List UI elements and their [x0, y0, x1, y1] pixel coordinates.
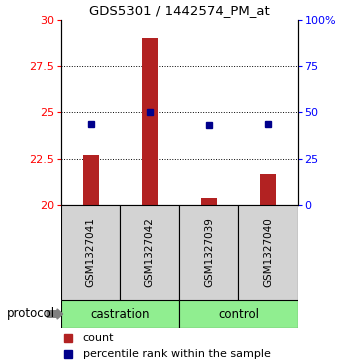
Bar [61, 300, 180, 328]
Text: GSM1327042: GSM1327042 [145, 217, 155, 287]
Text: protocol: protocol [7, 307, 55, 321]
Text: GSM1327041: GSM1327041 [86, 217, 96, 287]
Bar [180, 300, 298, 328]
Text: GSM1327040: GSM1327040 [263, 218, 273, 287]
Text: castration: castration [91, 307, 150, 321]
Text: control: control [218, 307, 259, 321]
Title: GDS5301 / 1442574_PM_at: GDS5301 / 1442574_PM_at [89, 4, 270, 17]
Bar [141, 38, 158, 205]
Bar [83, 155, 99, 205]
Bar [61, 205, 120, 300]
Bar [260, 174, 276, 205]
Bar [120, 205, 179, 300]
Bar [238, 205, 298, 300]
Text: count: count [83, 333, 114, 343]
Text: GSM1327039: GSM1327039 [204, 217, 214, 287]
Text: percentile rank within the sample: percentile rank within the sample [83, 349, 271, 359]
Bar [201, 197, 217, 205]
Bar [180, 205, 238, 300]
